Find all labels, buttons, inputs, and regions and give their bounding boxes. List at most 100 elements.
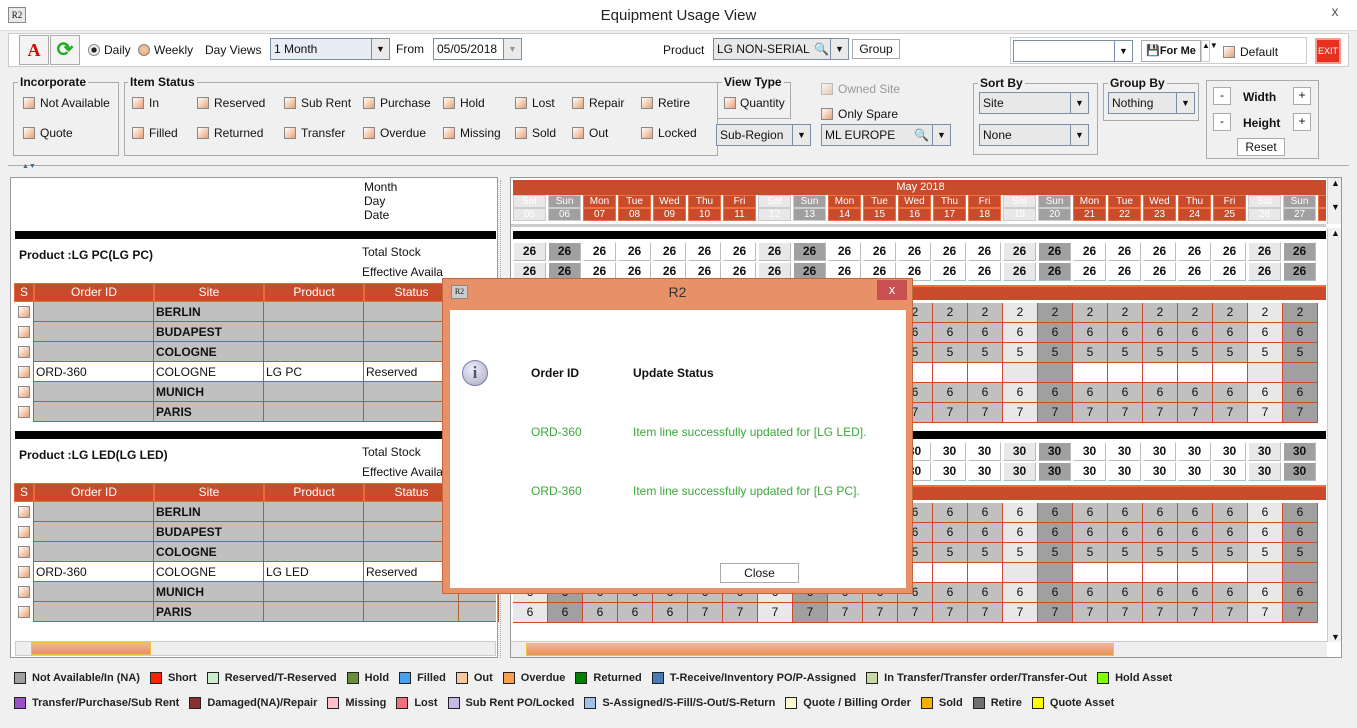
- usage-cell[interactable]: 5: [1248, 543, 1283, 563]
- table-row[interactable]: COLOGNE: [14, 542, 499, 562]
- status-checkbox-locked[interactable]: [641, 127, 653, 139]
- row-checkbox[interactable]: [18, 306, 30, 318]
- usage-cell[interactable]: 6: [1073, 503, 1108, 523]
- owned-site-checkbox[interactable]: [821, 83, 833, 95]
- usage-cell[interactable]: 6: [968, 323, 1003, 343]
- usage-cell[interactable]: 6: [1003, 383, 1038, 403]
- usage-cell[interactable]: 6: [1038, 583, 1073, 603]
- usage-cell[interactable]: 6: [1248, 503, 1283, 523]
- status-checkbox-transfer[interactable]: [284, 127, 296, 139]
- table-row[interactable]: BUDAPEST: [14, 322, 496, 342]
- usage-cell[interactable]: 7: [828, 603, 863, 623]
- grid-horizontal-scrollbar[interactable]: [511, 641, 1327, 657]
- usage-cell[interactable]: 6: [1038, 323, 1073, 343]
- table-row[interactable]: MUNICH: [14, 382, 496, 402]
- status-checkbox-purchase[interactable]: [363, 97, 375, 109]
- row-checkbox[interactable]: [18, 506, 30, 518]
- usage-cell[interactable]: [1108, 363, 1143, 383]
- usage-cell[interactable]: 5: [1178, 543, 1213, 563]
- usage-cell[interactable]: 7: [1003, 403, 1038, 423]
- usage-cell[interactable]: 6: [1213, 323, 1248, 343]
- usage-cell[interactable]: 5: [933, 343, 968, 363]
- reset-button[interactable]: Reset: [1237, 138, 1285, 156]
- usage-cell[interactable]: 6: [1213, 523, 1248, 543]
- column-header-s[interactable]: S: [14, 283, 34, 302]
- usage-cell[interactable]: 5: [1038, 343, 1073, 363]
- table-row[interactable]: MUNICH: [14, 582, 499, 602]
- usage-cell[interactable]: [968, 363, 1003, 383]
- usage-cell[interactable]: 6: [1248, 383, 1283, 403]
- usage-cell[interactable]: 2: [1213, 303, 1248, 323]
- usage-cell[interactable]: [1213, 563, 1248, 583]
- table-row[interactable]: BERLIN: [14, 502, 499, 522]
- usage-cell[interactable]: 6: [1003, 523, 1038, 543]
- usage-cell[interactable]: 7: [1213, 603, 1248, 623]
- row-checkbox[interactable]: [18, 366, 30, 378]
- usage-cell[interactable]: 7: [933, 603, 968, 623]
- usage-cell[interactable]: 5: [1108, 543, 1143, 563]
- usage-cell[interactable]: 5: [1283, 543, 1318, 563]
- row-checkbox[interactable]: [18, 386, 30, 398]
- usage-cell[interactable]: 7: [1178, 403, 1213, 423]
- usage-cell[interactable]: 6: [1003, 583, 1038, 603]
- save-for-me-button[interactable]: 💾For Me: [1141, 40, 1201, 62]
- usage-cell[interactable]: 5: [1283, 343, 1318, 363]
- usage-cell[interactable]: 7: [1003, 603, 1038, 623]
- usage-cell[interactable]: 6: [1108, 583, 1143, 603]
- usage-cell[interactable]: 5: [933, 543, 968, 563]
- status-checkbox-returned[interactable]: [197, 127, 209, 139]
- usage-cell[interactable]: 5: [1213, 343, 1248, 363]
- usage-cell[interactable]: 7: [863, 603, 898, 623]
- usage-cell[interactable]: 7: [758, 603, 793, 623]
- usage-cell[interactable]: 6: [1073, 583, 1108, 603]
- usage-cell[interactable]: [1213, 363, 1248, 383]
- only-spare-checkbox[interactable]: [821, 108, 833, 120]
- splitter[interactable]: ▲▼: [8, 163, 1349, 170]
- product-select[interactable]: LG NON-SERIAL 🔍 ▼: [713, 38, 849, 60]
- height-increase-button[interactable]: +: [1293, 113, 1311, 131]
- usage-cell[interactable]: [1073, 363, 1108, 383]
- close-button[interactable]: Close: [720, 563, 799, 583]
- refresh-icon[interactable]: ⟳: [50, 35, 80, 65]
- usage-cell[interactable]: 6: [1003, 503, 1038, 523]
- font-settings-icon[interactable]: A: [19, 35, 49, 65]
- usage-cell[interactable]: 7: [723, 603, 758, 623]
- quantity-checkbox[interactable]: [724, 97, 736, 109]
- usage-cell[interactable]: 5: [1003, 343, 1038, 363]
- usage-cell[interactable]: 6: [653, 603, 688, 623]
- usage-cell[interactable]: 7: [898, 603, 933, 623]
- usage-cell[interactable]: [1003, 563, 1038, 583]
- usage-cell[interactable]: 6: [1248, 323, 1283, 343]
- usage-cell[interactable]: [1038, 563, 1073, 583]
- column-header-status[interactable]: Status: [364, 483, 459, 502]
- table-row[interactable]: COLOGNE: [14, 342, 496, 362]
- usage-cell[interactable]: 7: [1108, 403, 1143, 423]
- usage-cell[interactable]: 7: [1178, 603, 1213, 623]
- row-checkbox[interactable]: [18, 566, 30, 578]
- sort-primary-select[interactable]: Site ▼: [979, 92, 1089, 114]
- usage-cell[interactable]: [968, 563, 1003, 583]
- usage-cell[interactable]: 6: [1038, 383, 1073, 403]
- usage-cell[interactable]: 2: [1248, 303, 1283, 323]
- dialog-close-icon[interactable]: x: [877, 280, 907, 300]
- usage-cell[interactable]: 6: [583, 603, 618, 623]
- usage-cell[interactable]: 5: [1213, 543, 1248, 563]
- usage-cell[interactable]: 6: [1143, 383, 1178, 403]
- usage-cell[interactable]: 6: [1108, 523, 1143, 543]
- table-row[interactable]: PARIS: [14, 602, 499, 622]
- sort-secondary-select[interactable]: None ▼: [979, 124, 1089, 146]
- usage-cell[interactable]: 2: [1003, 303, 1038, 323]
- table-row[interactable]: PARIS: [14, 402, 496, 422]
- scroll-thumb[interactable]: [31, 642, 151, 655]
- height-decrease-button[interactable]: -: [1213, 113, 1231, 131]
- usage-cell[interactable]: [1178, 563, 1213, 583]
- usage-cell[interactable]: 6: [1213, 503, 1248, 523]
- usage-cell[interactable]: 6: [1143, 503, 1178, 523]
- usage-cell[interactable]: [1283, 563, 1318, 583]
- usage-cell[interactable]: 6: [968, 523, 1003, 543]
- usage-cell[interactable]: 2: [1143, 303, 1178, 323]
- usage-cell[interactable]: 6: [933, 503, 968, 523]
- weekly-radio[interactable]: [138, 44, 150, 56]
- status-checkbox-out[interactable]: [572, 127, 584, 139]
- search-icon[interactable]: 🔍: [914, 128, 929, 142]
